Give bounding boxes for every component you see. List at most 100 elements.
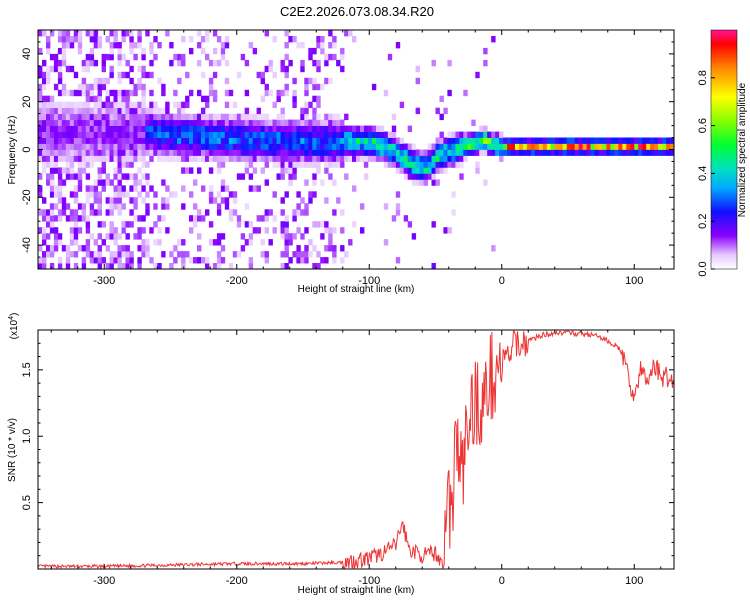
- heatmap-cell: [149, 257, 154, 264]
- heatmap-cell: [57, 197, 63, 204]
- heatmap-cell: [38, 95, 43, 103]
- heatmap-cell: [292, 167, 297, 174]
- heatmap-cell: [137, 257, 142, 264]
- heatmap-cell: [137, 167, 142, 174]
- heatmap-cell: [125, 89, 130, 97]
- heatmap-cell: [312, 143, 317, 150]
- heatmap-cell: [133, 89, 138, 97]
- heatmap-cell: [471, 149, 476, 156]
- heatmap-cell: [403, 173, 409, 180]
- heatmap-cell: [332, 36, 337, 43]
- heatmap-cell: [81, 215, 87, 222]
- heatmap-cell: [511, 149, 516, 156]
- heatmap-cell: [284, 227, 289, 234]
- heatmap-cell: [407, 143, 413, 150]
- heatmap-cell: [137, 131, 142, 138]
- heatmap-cell: [165, 30, 170, 37]
- heatmap-cell: [292, 233, 297, 240]
- heatmap-cell: [332, 251, 337, 258]
- heatmap-cell: [212, 119, 218, 126]
- heatmap-cell: [105, 36, 110, 43]
- heatmap-cell: [399, 149, 405, 156]
- heatmap-cell: [161, 83, 166, 91]
- heatmap-cell: [272, 227, 277, 234]
- heatmap-cell: [61, 197, 67, 204]
- colorbar-label: Normalized spectral amplitude: [737, 82, 748, 217]
- heatmap-cell: [81, 83, 87, 91]
- heatmap-cell: [371, 149, 377, 156]
- heatmap-cell: [65, 65, 71, 73]
- heatmap-cell: [356, 137, 361, 144]
- heatmap-cell: [153, 125, 158, 132]
- heatmap-cell: [93, 30, 99, 37]
- heatmap-cell: [240, 131, 246, 138]
- heatmap-cell: [93, 143, 99, 150]
- heatmap-cell: [81, 125, 87, 132]
- heatmap-cell: [487, 131, 492, 138]
- heatmap-cell: [403, 215, 409, 222]
- heatmap-cell: [320, 119, 325, 126]
- heatmap-cell: [312, 245, 317, 252]
- heatmap-cell: [129, 251, 134, 258]
- heatmap-cell: [475, 71, 480, 79]
- heatmap-cell: [53, 59, 59, 67]
- heatmap-cell: [614, 143, 619, 150]
- heatmap-cell: [137, 137, 142, 144]
- heatmap-cell: [598, 149, 603, 156]
- heatmap-cell: [276, 95, 281, 103]
- heatmap-cell: [328, 137, 333, 144]
- heatmap-cell: [666, 143, 671, 150]
- heatmap-cell: [157, 119, 162, 126]
- heatmap-cell: [145, 113, 150, 121]
- heatmap-cell: [129, 155, 134, 162]
- heatmap-cell: [538, 143, 544, 150]
- heatmap-cell: [276, 161, 281, 168]
- heatmap-cell: [463, 89, 468, 97]
- heatmap-cell: [248, 233, 254, 240]
- heatmap-cell: [308, 239, 313, 246]
- heatmap-cell: [320, 233, 325, 240]
- heatmap-cell: [316, 125, 321, 132]
- heatmap-cell: [300, 257, 305, 264]
- heatmap-cell: [73, 71, 79, 79]
- heatmap-cell: [308, 137, 313, 144]
- heatmap-cell: [240, 143, 246, 150]
- heatmap-cell: [590, 137, 595, 144]
- heatmap-cell: [523, 137, 528, 144]
- heatmap-cell: [308, 131, 313, 138]
- heatmap-cell: [415, 155, 420, 162]
- heatmap-cell: [276, 113, 281, 121]
- heatmap-cell: [304, 149, 309, 156]
- heatmap-cell: [594, 149, 599, 156]
- heatmap-cell: [264, 65, 269, 73]
- heatmap-cell: [101, 257, 106, 264]
- heatmap-cell: [205, 149, 210, 156]
- heatmap-cell: [316, 143, 321, 150]
- heatmap-cell: [292, 125, 297, 132]
- heatmap-cell: [431, 143, 436, 150]
- heatmap-cell: [145, 119, 150, 126]
- heatmap-cell: [105, 95, 110, 103]
- heatmap-cell: [208, 191, 214, 198]
- heatmap-cell: [435, 155, 440, 162]
- heatmap-cell: [260, 239, 265, 246]
- heatmap-cell: [105, 143, 110, 150]
- heatmap-cell: [65, 101, 71, 109]
- heatmap-cell: [208, 149, 214, 156]
- heatmap-cell: [57, 107, 63, 115]
- heatmap-cell: [101, 83, 106, 91]
- heatmap-cell: [93, 191, 99, 198]
- heatmap-cell: [332, 257, 337, 264]
- heatmap-cell: [65, 263, 71, 269]
- heatmap-cell: [387, 143, 393, 150]
- heatmap-cell: [77, 89, 83, 97]
- heatmap-cell: [89, 257, 95, 264]
- heatmap-cell: [65, 161, 71, 168]
- heatmap-cell: [193, 119, 198, 126]
- heatmap-cell: [284, 131, 289, 138]
- heatmap-cell: [181, 239, 186, 246]
- heatmap-cell: [61, 245, 67, 252]
- heatmap-cell: [65, 215, 71, 222]
- heatmap-cell: [212, 155, 218, 162]
- heatmap-cell: [42, 215, 47, 222]
